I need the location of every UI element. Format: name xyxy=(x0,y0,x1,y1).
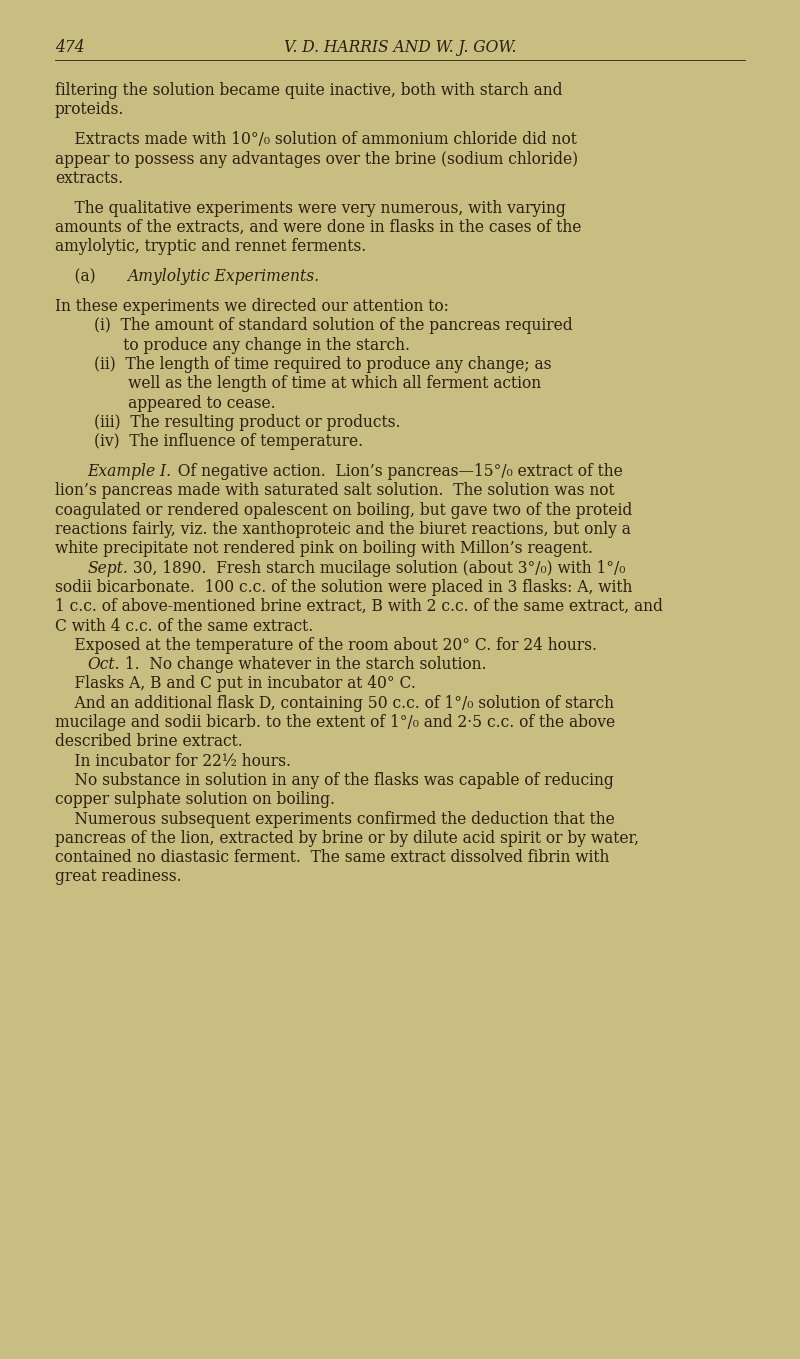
Text: extracts.: extracts. xyxy=(55,170,123,186)
Text: sodii bicarbonate.  100 c.c. of the solution were placed in 3 flasks: A, with: sodii bicarbonate. 100 c.c. of the solut… xyxy=(55,579,632,597)
Text: white precipitate not rendered pink on boiling with Millon’s reagent.: white precipitate not rendered pink on b… xyxy=(55,541,593,557)
Text: No substance in solution in any of the flasks was capable of reducing: No substance in solution in any of the f… xyxy=(55,772,614,790)
Text: Exposed at the temperature of the room about 20° C. for 24 hours.: Exposed at the temperature of the room a… xyxy=(55,637,597,654)
Text: (iii)  The resulting product or products.: (iii) The resulting product or products. xyxy=(55,414,401,431)
Text: reactions fairly, viz. the xanthoproteic and the biuret reactions, but only a: reactions fairly, viz. the xanthoproteic… xyxy=(55,520,631,538)
Text: (iv)  The influence of temperature.: (iv) The influence of temperature. xyxy=(55,434,363,450)
Text: In incubator for 22½ hours.: In incubator for 22½ hours. xyxy=(55,753,291,769)
Text: The qualitative experiments were very numerous, with varying: The qualitative experiments were very nu… xyxy=(55,200,566,216)
Text: filtering the solution became quite inactive, both with starch and: filtering the solution became quite inac… xyxy=(55,82,562,99)
Text: (ii)  The length of time required to produce any change; as: (ii) The length of time required to prod… xyxy=(55,356,551,374)
Text: well as the length of time at which all ferment action: well as the length of time at which all … xyxy=(55,375,541,393)
Text: coagulated or rendered opalescent on boiling, but gave two of the proteid: coagulated or rendered opalescent on boi… xyxy=(55,501,632,519)
Text: mucilage and sodii bicarb. to the extent of 1°/₀ and 2·5 c.c. of the above: mucilage and sodii bicarb. to the extent… xyxy=(55,713,615,731)
Text: (i)  The amount of standard solution of the pancreas required: (i) The amount of standard solution of t… xyxy=(55,318,573,334)
Text: Sept.: Sept. xyxy=(87,560,128,576)
Text: great readiness.: great readiness. xyxy=(55,868,182,886)
Text: Amylolytic Experiments.: Amylolytic Experiments. xyxy=(127,268,320,285)
Text: 1.  No change whatever in the starch solution.: 1. No change whatever in the starch solu… xyxy=(119,656,486,673)
Text: 1 c.c. of above-mentioned brine extract, B with 2 c.c. of the same extract, and: 1 c.c. of above-mentioned brine extract,… xyxy=(55,598,663,616)
Text: In these experiments we directed our attention to:: In these experiments we directed our att… xyxy=(55,298,449,315)
Text: Oct.: Oct. xyxy=(87,656,120,673)
Text: described brine extract.: described brine extract. xyxy=(55,734,242,750)
Text: 474: 474 xyxy=(55,39,85,56)
Text: Numerous subsequent experiments confirmed the deduction that the: Numerous subsequent experiments confirme… xyxy=(55,810,614,828)
Text: C with 4 c.c. of the same extract.: C with 4 c.c. of the same extract. xyxy=(55,617,314,635)
Text: to produce any change in the starch.: to produce any change in the starch. xyxy=(55,337,410,353)
Text: And an additional flask D, containing 50 c.c. of 1°/₀ solution of starch: And an additional flask D, containing 50… xyxy=(55,694,614,712)
Text: V. D. HARRIS AND W. J. GOW.: V. D. HARRIS AND W. J. GOW. xyxy=(284,39,516,56)
Text: appeared to cease.: appeared to cease. xyxy=(55,394,276,412)
Text: pancreas of the lion, extracted by brine or by dilute acid spirit or by water,: pancreas of the lion, extracted by brine… xyxy=(55,830,639,847)
Text: lion’s pancreas made with saturated salt solution.  The solution was not: lion’s pancreas made with saturated salt… xyxy=(55,482,614,500)
Text: amylolytic, tryptic and rennet ferments.: amylolytic, tryptic and rennet ferments. xyxy=(55,238,366,255)
Text: contained no diastasic ferment.  The same extract dissolved fibrin with: contained no diastasic ferment. The same… xyxy=(55,849,610,866)
Text: amounts of the extracts, and were done in flasks in the cases of the: amounts of the extracts, and were done i… xyxy=(55,219,582,236)
Text: 30, 1890.  Fresh starch mucilage solution (about 3°/₀) with 1°/₀: 30, 1890. Fresh starch mucilage solution… xyxy=(127,560,625,576)
Text: Example I.: Example I. xyxy=(87,463,171,480)
Text: proteids.: proteids. xyxy=(55,102,124,118)
Text: appear to possess any advantages over the brine (sodium chloride): appear to possess any advantages over th… xyxy=(55,151,578,167)
Text: Flasks A, B and C put in incubator at 40° C.: Flasks A, B and C put in incubator at 40… xyxy=(55,675,416,693)
Text: (a): (a) xyxy=(55,268,106,285)
Text: Extracts made with 10°/₀ solution of ammonium chloride did not: Extracts made with 10°/₀ solution of amm… xyxy=(55,132,577,148)
Text: copper sulphate solution on boiling.: copper sulphate solution on boiling. xyxy=(55,791,335,809)
Text: Of negative action.  Lion’s pancreas—15°/₀ extract of the: Of negative action. Lion’s pancreas—15°/… xyxy=(168,463,622,480)
